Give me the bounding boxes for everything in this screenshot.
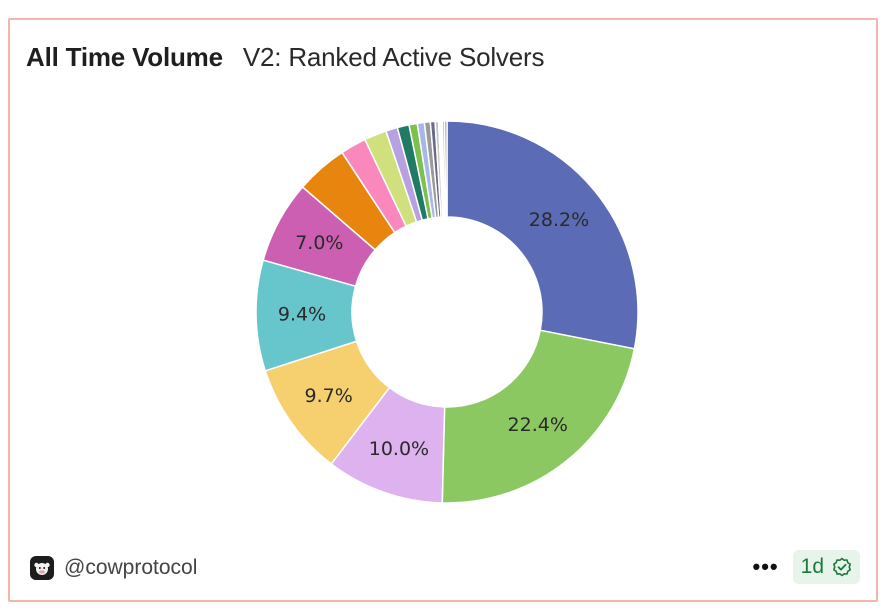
owner-handle[interactable]: @cowprotocol: [64, 556, 198, 579]
donut-slice-19[interactable]: [443, 120, 448, 218]
footer-actions: ••• 1d: [753, 550, 860, 584]
chart-title: All Time Volume: [26, 42, 223, 72]
slice-label-1: 28.2%: [529, 209, 589, 231]
slice-label-3: 10.0%: [369, 438, 429, 460]
cow-avatar-icon: [30, 556, 54, 580]
slice-label-5: 9.4%: [278, 304, 326, 326]
slice-label-4: 9.7%: [305, 385, 353, 407]
slice-label-6: 7.0%: [295, 232, 343, 254]
card-header: All Time Volume V2: Ranked Active Solver…: [26, 42, 544, 73]
owner[interactable]: @cowprotocol: [30, 556, 197, 580]
query-name[interactable]: V2: Ranked Active Solvers: [242, 42, 545, 72]
donut-chart: 28.2% 22.4% 10.0% 9.7% 9.4% 7.0%: [10, 20, 880, 604]
slice-label-2: 22.4%: [508, 414, 568, 436]
refresh-badge[interactable]: 1d: [792, 550, 860, 584]
verified-check-icon: [833, 557, 851, 577]
donut-slice-1[interactable]: [446, 120, 639, 350]
more-options-button[interactable]: •••: [752, 554, 779, 579]
donut-slice-2[interactable]: [441, 329, 636, 504]
donut-chart-svg: 28.2% 22.4% 10.0% 9.7% 9.4% 7.0%: [255, 120, 639, 504]
chart-card: All Time Volume V2: Ranked Active Solver…: [8, 18, 878, 602]
refresh-interval: 1d: [800, 555, 824, 578]
